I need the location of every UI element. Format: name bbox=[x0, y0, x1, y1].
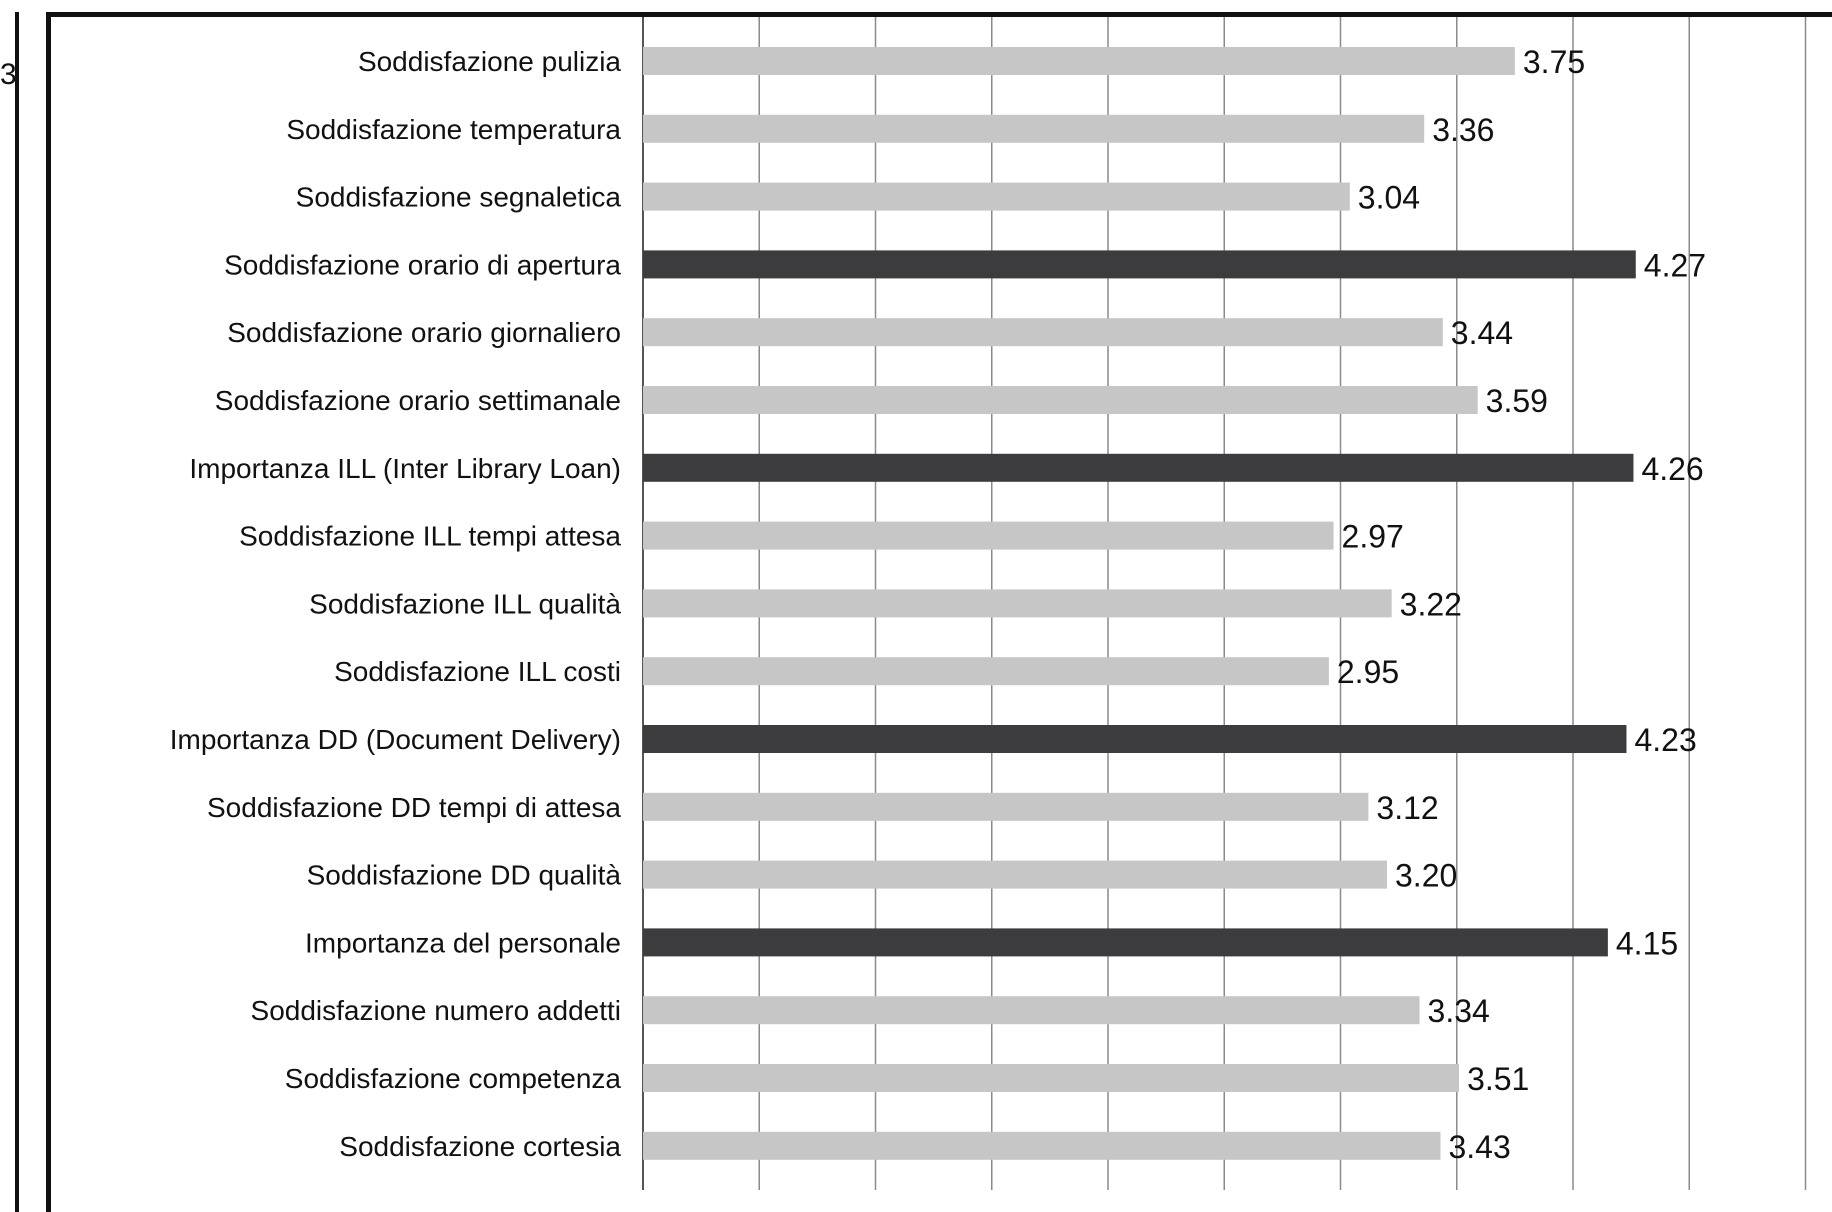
value-label-4: 3.44 bbox=[1451, 315, 1513, 351]
category-label-14: Soddisfazione numero addetti bbox=[251, 995, 621, 1026]
value-label-5: 3.59 bbox=[1486, 383, 1548, 419]
category-label-10: Importanza DD (Document Delivery) bbox=[170, 724, 621, 755]
category-label-16: Soddisfazione cortesia bbox=[339, 1131, 621, 1162]
bar-1 bbox=[643, 114, 1425, 143]
value-label-15: 3.51 bbox=[1467, 1061, 1529, 1097]
bar-7 bbox=[643, 521, 1334, 550]
category-labels: Soddisfazione pulizia Soddisfazione tempe… bbox=[170, 46, 622, 1162]
bar-3 bbox=[643, 250, 1636, 279]
category-label-8: Soddisfazione ILL qualità bbox=[309, 588, 621, 619]
value-label-0: 3.75 bbox=[1523, 44, 1585, 80]
category-label-3: Soddisfazione orario di apertura bbox=[224, 249, 621, 280]
category-label-1: Soddisfazione temperatura bbox=[286, 114, 621, 145]
value-label-11: 3.12 bbox=[1376, 790, 1438, 826]
bar-2 bbox=[643, 182, 1350, 211]
category-label-15: Soddisfazione competenza bbox=[285, 1063, 622, 1094]
bar-12 bbox=[643, 860, 1387, 889]
value-label-1: 3.36 bbox=[1432, 112, 1494, 148]
category-label-6: Importanza ILL (Inter Library Loan) bbox=[189, 453, 621, 484]
bar-8 bbox=[643, 589, 1392, 618]
value-label-8: 3.22 bbox=[1400, 586, 1462, 622]
bar-10 bbox=[643, 725, 1627, 753]
bar-15 bbox=[643, 1064, 1460, 1092]
bar-16 bbox=[643, 1131, 1441, 1160]
bar-11 bbox=[643, 792, 1369, 821]
category-label-5: Soddisfazione orario settimanale bbox=[215, 385, 621, 416]
value-label-3: 4.27 bbox=[1644, 247, 1706, 283]
bar-4 bbox=[643, 318, 1443, 347]
value-label-16: 3.43 bbox=[1448, 1129, 1510, 1165]
category-label-2: Soddisfazione segnaletica bbox=[296, 182, 622, 213]
bar-13 bbox=[643, 928, 1608, 957]
category-label-7: Soddisfazione ILL tempi attesa bbox=[239, 521, 621, 552]
value-label-13: 4.15 bbox=[1616, 925, 1678, 961]
chart-frame bbox=[46, 12, 1832, 1212]
value-label-10: 4.23 bbox=[1634, 722, 1696, 758]
value-label-14: 3.34 bbox=[1428, 993, 1490, 1029]
category-label-11: Soddisfazione DD tempi di attesa bbox=[207, 792, 621, 823]
left-panel-edge bbox=[0, 12, 19, 1212]
category-label-13: Importanza del personale bbox=[305, 927, 621, 958]
bar-6 bbox=[643, 453, 1634, 482]
category-label-4: Soddisfazione orario giornaliero bbox=[227, 317, 621, 348]
bar-9 bbox=[643, 657, 1329, 686]
category-label-9: Soddisfazione ILL costi bbox=[334, 656, 621, 687]
left-panel-label: 3 bbox=[0, 58, 17, 91]
value-label-6: 4.26 bbox=[1641, 451, 1703, 487]
value-label-2: 3.04 bbox=[1358, 180, 1420, 216]
bars bbox=[643, 47, 1636, 1160]
category-label-12: Soddisfazione DD qualità bbox=[307, 860, 622, 891]
bar-14 bbox=[643, 996, 1420, 1025]
value-labels: 3.75 3.36 3.04 4.27 3.44 3.59 4.26 2.97 3.222.95… bbox=[1337, 44, 1706, 1165]
category-label-0: Soddisfazione pulizia bbox=[358, 46, 621, 77]
value-label-9: 2.95 bbox=[1337, 654, 1399, 690]
value-label-7: 2.97 bbox=[1342, 519, 1404, 555]
value-label-12: 3.20 bbox=[1395, 858, 1457, 894]
bar-0 bbox=[643, 47, 1515, 75]
bar-5 bbox=[643, 386, 1478, 414]
